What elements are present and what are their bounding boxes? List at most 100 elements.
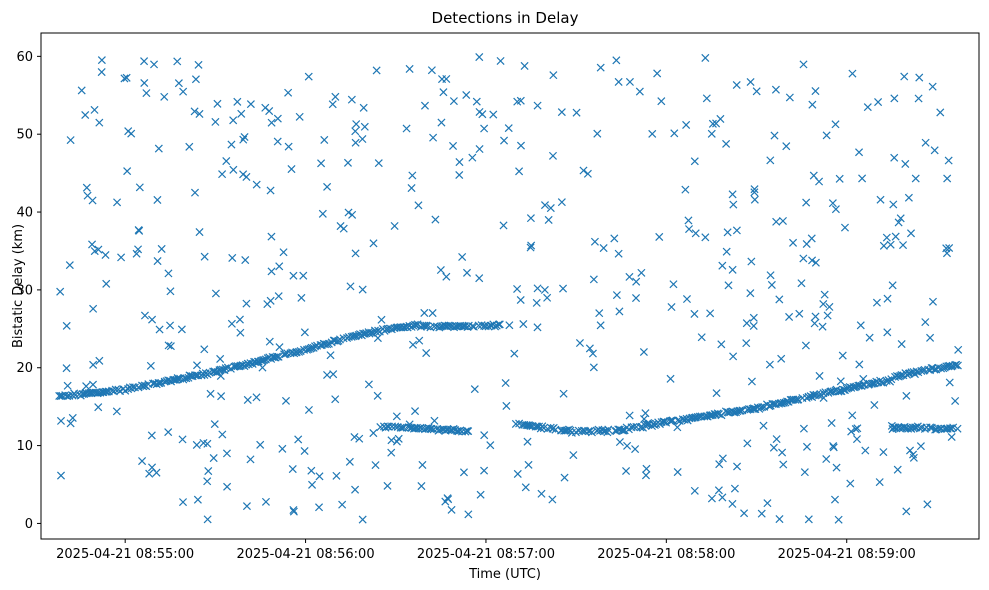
detection-marker bbox=[475, 107, 484, 116]
detection-marker bbox=[599, 244, 608, 253]
detection-marker bbox=[430, 416, 439, 425]
detection-marker bbox=[160, 92, 169, 101]
detection-marker bbox=[722, 139, 731, 148]
detection-marker bbox=[414, 201, 423, 210]
detection-marker bbox=[427, 66, 436, 75]
detection-marker bbox=[625, 411, 634, 420]
detection-marker bbox=[369, 239, 378, 248]
detection-marker bbox=[510, 349, 519, 358]
detection-marker bbox=[373, 391, 382, 400]
detection-marker bbox=[697, 333, 706, 342]
detection-marker bbox=[123, 167, 132, 176]
detection-marker bbox=[729, 200, 738, 209]
detection-marker bbox=[242, 502, 251, 511]
detection-marker bbox=[524, 460, 533, 469]
detection-marker bbox=[164, 428, 173, 437]
detection-marker bbox=[644, 418, 653, 428]
detection-marker bbox=[818, 322, 827, 331]
detection-marker bbox=[338, 500, 347, 509]
detection-marker bbox=[502, 401, 511, 410]
detection-marker bbox=[849, 382, 858, 392]
detection-marker bbox=[749, 321, 758, 330]
detection-marker bbox=[130, 383, 139, 392]
detection-marker bbox=[210, 420, 219, 429]
detection-marker bbox=[261, 497, 270, 506]
detection-marker bbox=[666, 374, 675, 383]
y-tick-label: 0 bbox=[25, 517, 33, 532]
detection-marker bbox=[155, 325, 164, 334]
y-tick-label: 30 bbox=[16, 283, 33, 298]
detection-marker bbox=[216, 354, 225, 363]
detection-marker bbox=[526, 243, 535, 252]
detection-marker bbox=[83, 191, 92, 200]
detection-marker bbox=[472, 97, 481, 106]
detection-marker bbox=[515, 167, 524, 176]
detection-marker bbox=[707, 129, 716, 138]
detection-marker bbox=[707, 494, 716, 503]
detection-marker bbox=[392, 412, 401, 421]
detection-marker bbox=[454, 427, 463, 436]
detection-marker bbox=[190, 188, 200, 197]
detection-marker bbox=[915, 73, 924, 82]
detection-marker bbox=[475, 53, 484, 62]
detection-marker bbox=[533, 323, 542, 332]
detection-marker bbox=[847, 427, 856, 436]
detection-marker bbox=[192, 440, 201, 449]
detection-marker bbox=[829, 441, 838, 451]
detection-marker bbox=[822, 455, 831, 464]
detection-marker bbox=[82, 382, 91, 391]
detection-marker bbox=[273, 114, 282, 123]
detection-marker bbox=[117, 253, 126, 262]
detection-marker bbox=[439, 88, 448, 97]
detection-marker bbox=[174, 79, 183, 88]
detection-marker bbox=[469, 322, 478, 331]
detection-marker bbox=[273, 137, 282, 146]
detection-marker bbox=[604, 425, 613, 434]
detection-marker bbox=[589, 363, 598, 372]
detection-marker bbox=[352, 120, 361, 129]
detection-marker bbox=[763, 499, 772, 508]
detection-marker bbox=[802, 442, 812, 451]
detection-marker bbox=[279, 248, 288, 257]
detection-marker bbox=[374, 159, 383, 168]
detection-marker bbox=[531, 422, 540, 431]
detection-marker bbox=[771, 85, 780, 94]
detection-marker bbox=[166, 321, 175, 330]
detection-marker bbox=[195, 228, 204, 237]
detection-marker bbox=[916, 442, 925, 451]
detection-marker bbox=[834, 387, 843, 396]
detection-marker bbox=[470, 385, 479, 394]
detection-marker bbox=[97, 56, 106, 65]
detection-marker bbox=[928, 297, 937, 306]
detection-marker bbox=[945, 378, 954, 387]
detection-marker bbox=[516, 295, 525, 305]
detection-marker bbox=[284, 142, 293, 151]
detection-marker bbox=[304, 405, 313, 415]
detection-marker bbox=[193, 371, 203, 380]
detection-marker bbox=[728, 265, 737, 274]
detection-marker bbox=[351, 138, 360, 147]
detection-marker bbox=[369, 429, 378, 438]
detection-marker bbox=[94, 245, 103, 254]
detection-marker bbox=[318, 209, 327, 218]
detection-marker bbox=[101, 387, 110, 396]
detection-marker bbox=[146, 361, 155, 370]
detection-marker bbox=[637, 268, 646, 277]
detection-marker bbox=[835, 174, 844, 183]
detection-marker bbox=[559, 284, 568, 293]
detection-marker bbox=[447, 505, 456, 514]
detection-marker bbox=[486, 441, 495, 450]
detection-marker bbox=[778, 216, 787, 226]
detection-marker bbox=[673, 468, 682, 477]
detection-marker bbox=[288, 465, 297, 474]
detection-marker bbox=[736, 406, 745, 415]
detection-marker bbox=[411, 407, 420, 416]
detection-marker bbox=[134, 245, 143, 254]
detection-marker bbox=[122, 73, 131, 82]
detection-marker bbox=[923, 500, 932, 509]
detection-marker bbox=[281, 396, 291, 405]
detection-marker bbox=[213, 99, 222, 108]
detection-marker bbox=[618, 426, 627, 435]
detection-marker bbox=[111, 385, 120, 394]
detection-marker bbox=[147, 431, 156, 440]
